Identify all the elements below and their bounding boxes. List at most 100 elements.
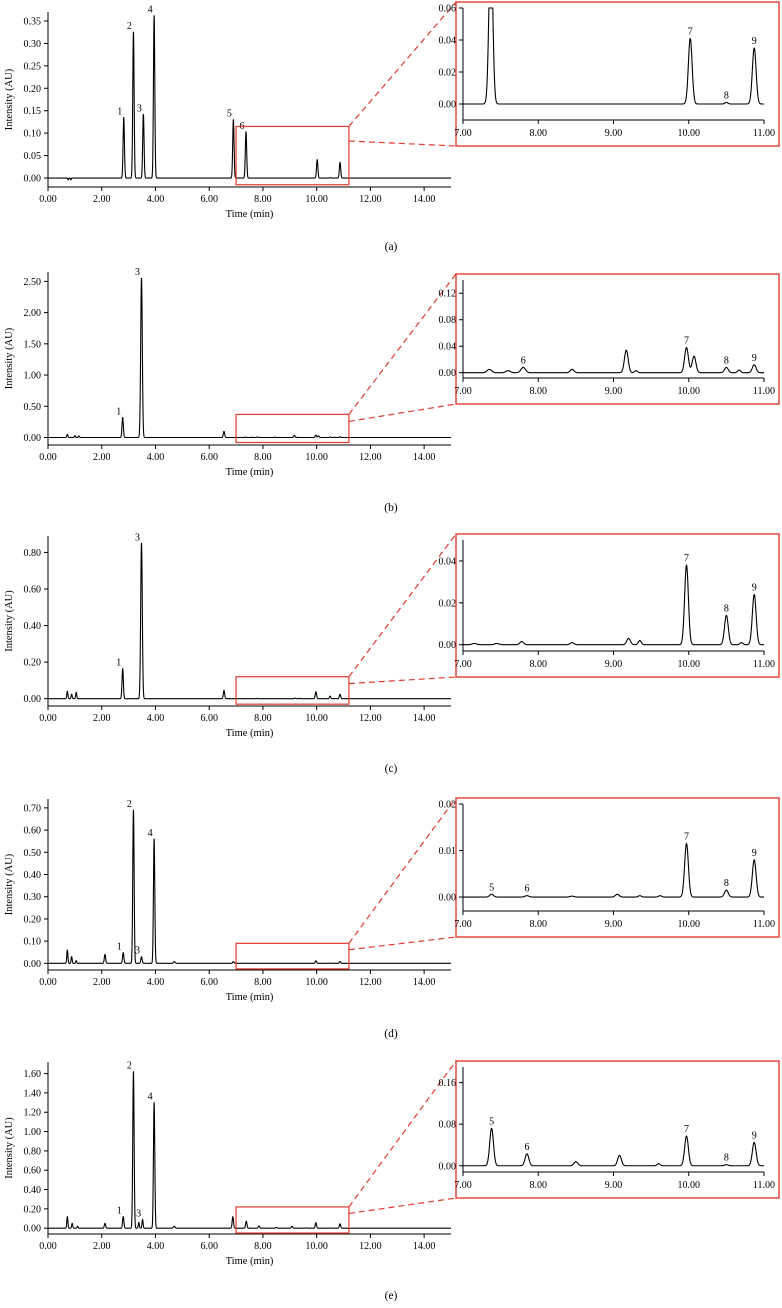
inset-peak-label-8: 8 — [724, 1153, 729, 1164]
peak-label-4: 4 — [148, 1092, 153, 1103]
x-tick-label: 10.00 — [305, 452, 328, 463]
inset-x-tick-label: 8.00 — [530, 919, 548, 930]
x-axis-label: Time (min) — [226, 728, 274, 739]
inset-x-tick-label: 8.00 — [530, 128, 548, 139]
inset-x-tick-label: 9.00 — [605, 659, 623, 670]
panel-e: 0.00 0.20 0.40 0.60 0.80 1.00 1.20 1.40 1.60 0.00… — [4, 1060, 780, 1302]
panel-label: (b) — [384, 502, 398, 514]
peak-label-4: 4 — [148, 5, 153, 16]
y-tick-label: 0.30 — [24, 892, 42, 903]
x-tick-label: 0.00 — [39, 713, 57, 724]
inset-x-tick-label: 11.00 — [753, 659, 775, 670]
inset-peak-label-7: 7 — [684, 832, 689, 843]
panel-label: (d) — [384, 1028, 398, 1040]
x-tick-label: 8.00 — [254, 194, 272, 205]
panel-label: (e) — [385, 1290, 398, 1302]
inset-peak-label-7: 7 — [684, 553, 689, 564]
y-tick-label: 0.60 — [24, 1166, 42, 1177]
inset-y-tick-label: 0.00 — [439, 100, 457, 111]
panel-label: (a) — [385, 241, 398, 253]
zoom-region-box — [235, 125, 350, 186]
inset-peak-label-7: 7 — [684, 1124, 689, 1135]
x-tick-label: 14.00 — [413, 194, 436, 205]
peak-label-1: 1 — [116, 407, 121, 418]
inset-chromatogram-trace — [462, 564, 765, 646]
y-tick-label: 0.20 — [24, 1204, 42, 1215]
peak-label-2: 2 — [127, 21, 132, 32]
y-tick-label: 0.80 — [24, 548, 42, 559]
y-tick-label: 2.50 — [24, 277, 42, 288]
y-tick-label: 1.40 — [24, 1088, 42, 1099]
zoom-region-box — [235, 1206, 350, 1234]
peak-label-1: 1 — [117, 1206, 122, 1217]
inset-frame — [455, 1, 780, 147]
peak-label-2: 2 — [127, 1061, 132, 1072]
x-tick-label: 0.00 — [39, 194, 57, 205]
zoom-connector-top — [348, 1, 457, 127]
y-tick-label: 0.30 — [24, 39, 42, 50]
inset-x-tick-label: 10.00 — [678, 919, 701, 930]
inset-y-tick-label: 0.00 — [439, 1161, 457, 1172]
inset-frame — [455, 273, 780, 405]
x-tick-label: 2.00 — [93, 713, 111, 724]
inset-y-tick-label: 0.16 — [439, 1078, 457, 1089]
y-tick-label: 0.25 — [24, 61, 42, 72]
x-tick-label: 14.00 — [413, 713, 436, 724]
inset-peak-label-8: 8 — [724, 355, 729, 366]
y-axis-label: Intensity (AU) — [4, 68, 15, 130]
inset-chromatogram-trace — [462, 1127, 765, 1167]
y-tick-label: 0.15 — [24, 106, 42, 117]
y-tick-label: 0.20 — [24, 914, 42, 925]
inset-x-tick-label: 8.00 — [530, 386, 548, 397]
zoom-connector-bottom — [348, 936, 457, 951]
inset-x-tick-label: 8.00 — [530, 659, 548, 670]
x-tick-label: 2.00 — [93, 1241, 111, 1252]
inset-y-tick-label: 0.04 — [439, 342, 457, 353]
peak-label-5: 5 — [227, 109, 232, 120]
peak-label-3: 3 — [137, 103, 142, 114]
zoom-connector-bottom — [348, 140, 457, 147]
inset-x-tick-label: 9.00 — [605, 128, 623, 139]
inset-peak-label-6: 6 — [524, 1142, 529, 1153]
x-tick-label: 4.00 — [147, 713, 165, 724]
y-tick-label: 0.80 — [24, 1146, 42, 1157]
inset-peak-label-9: 9 — [752, 353, 757, 364]
inset-peak-label-5: 5 — [489, 1116, 494, 1127]
inset-y-tick-label: 0.04 — [439, 36, 457, 47]
inset-peak-label-6: 6 — [521, 355, 526, 366]
y-tick-label: 0.00 — [24, 959, 42, 970]
inset-y-tick-label: 0.00 — [439, 640, 457, 651]
x-tick-label: 14.00 — [413, 452, 436, 463]
x-tick-label: 14.00 — [413, 977, 436, 988]
x-tick-label: 6.00 — [200, 452, 218, 463]
x-axis-label: Time (min) — [226, 467, 274, 478]
y-tick-label: 0.40 — [24, 621, 42, 632]
inset-y-tick-label: 0.00 — [439, 893, 457, 904]
panel-c: 0.00 0.20 0.40 0.60 0.80 0.00 2.00 4.00 6.00 8.00… — [4, 532, 780, 775]
x-tick-label: 12.00 — [359, 452, 382, 463]
inset-y-tick-label: 0.12 — [439, 289, 457, 300]
inset-chromatogram-trace — [462, 7, 765, 105]
peak-label-3: 3 — [135, 946, 140, 957]
zoom-connector-top — [348, 1060, 457, 1208]
inset-x-tick-label: 10.00 — [678, 659, 701, 670]
inset-y-tick-label: 0.08 — [439, 315, 457, 326]
y-tick-label: 1.60 — [24, 1069, 42, 1080]
x-tick-label: 12.00 — [359, 977, 382, 988]
peak-label-2: 2 — [127, 799, 132, 810]
zoom-region-box — [235, 676, 350, 705]
x-tick-label: 2.00 — [93, 452, 111, 463]
x-tick-label: 0.00 — [39, 452, 57, 463]
x-tick-label: 6.00 — [200, 977, 218, 988]
inset-x-tick-label: 11.00 — [753, 919, 775, 930]
zoom-connector-bottom — [348, 403, 457, 423]
y-tick-label: 0.00 — [24, 433, 42, 444]
inset-x-tick-label: 7.00 — [454, 1180, 472, 1191]
inset-x-tick-label: 10.00 — [678, 128, 701, 139]
y-tick-label: 0.60 — [24, 585, 42, 596]
inset-y-tick-label: 0.04 — [439, 556, 457, 567]
inset-x-tick-label: 9.00 — [605, 1180, 623, 1191]
inset-peak-label-9: 9 — [752, 848, 757, 859]
inset-frame — [455, 797, 780, 938]
